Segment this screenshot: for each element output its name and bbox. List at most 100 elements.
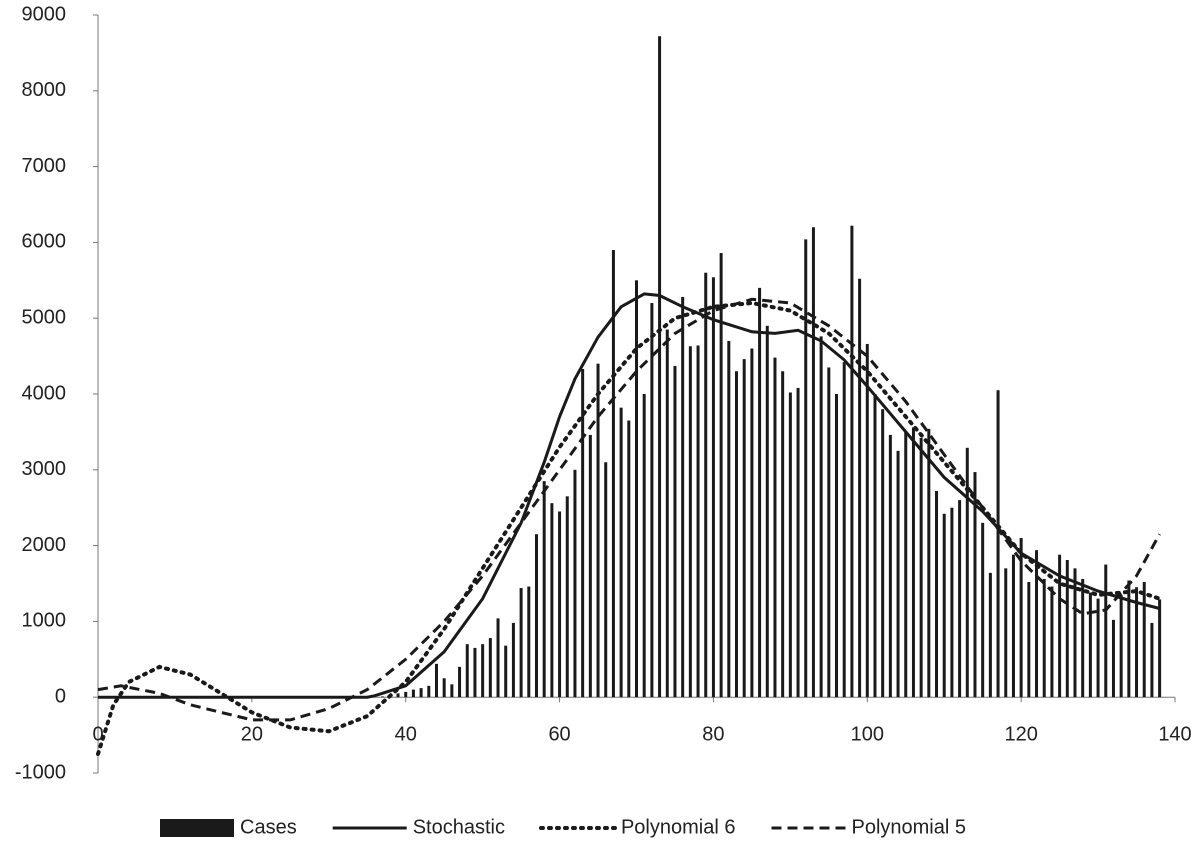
x-tick-label: 80 [702, 723, 724, 745]
bar [611, 249, 615, 698]
bar [727, 340, 731, 698]
bar [534, 534, 538, 698]
bar [596, 363, 600, 698]
bar [1035, 550, 1039, 698]
bar [1050, 586, 1054, 698]
y-tick-label: 4000 [22, 382, 67, 404]
bar [442, 678, 446, 698]
bar [519, 588, 523, 698]
bar [1096, 598, 1100, 698]
bar [681, 296, 685, 698]
bar [765, 325, 769, 698]
bar [896, 450, 900, 698]
bar [1073, 568, 1077, 698]
bar [588, 434, 592, 698]
bar [665, 329, 669, 698]
y-tick-label: 6000 [22, 231, 67, 253]
bar [642, 394, 646, 698]
y-tick-label: 1000 [22, 610, 67, 632]
x-tick-label: 60 [548, 723, 570, 745]
bar [481, 644, 485, 698]
bar [850, 225, 854, 698]
bar [635, 280, 638, 698]
bar [1088, 592, 1092, 698]
bar [735, 371, 739, 698]
bar [919, 437, 923, 698]
bar [842, 362, 846, 698]
bar [804, 239, 808, 698]
bar [1004, 568, 1008, 698]
bar [927, 428, 931, 698]
bar [750, 348, 754, 698]
bar [411, 689, 415, 698]
bar [888, 434, 892, 698]
bar [796, 387, 800, 698]
legend-swatch [160, 819, 234, 837]
bar [1127, 580, 1131, 698]
bar [627, 420, 631, 698]
bar [419, 688, 423, 698]
bar [450, 684, 454, 698]
bar [1042, 578, 1046, 698]
bar [1019, 538, 1023, 698]
bar [865, 343, 869, 698]
y-tick-label: -1000 [15, 761, 66, 783]
bar [696, 345, 700, 698]
bar [573, 469, 577, 698]
bar [619, 407, 623, 698]
x-tick-label: 120 [1004, 723, 1037, 745]
bar [427, 685, 431, 698]
bar [650, 303, 654, 698]
bar [581, 368, 585, 698]
bar [465, 644, 469, 698]
line-solid [98, 292, 1160, 699]
bar [781, 371, 785, 698]
bar [704, 272, 708, 698]
x-tick-label: 140 [1158, 723, 1191, 745]
bar [935, 491, 939, 698]
bar [673, 365, 677, 698]
bar [881, 409, 885, 698]
bar [488, 638, 492, 698]
bar [996, 390, 1000, 698]
y-tick-label: 5000 [22, 306, 67, 328]
bar [1119, 594, 1123, 698]
bar [1158, 599, 1162, 698]
x-tick-label: 0 [92, 723, 103, 745]
bar [434, 663, 438, 698]
bar [1150, 622, 1154, 698]
legend-label: Cases [240, 816, 297, 838]
bar [873, 394, 877, 698]
bar [1065, 560, 1069, 698]
bar [758, 287, 762, 698]
bar [565, 496, 569, 698]
bar [504, 645, 508, 698]
bar [958, 500, 962, 698]
y-tick-label: 9000 [22, 3, 67, 25]
bar [558, 511, 562, 698]
bar [473, 647, 477, 698]
bar [858, 278, 862, 698]
bar [973, 472, 977, 698]
legend-label: Polynomial 6 [621, 816, 736, 838]
bar [604, 462, 608, 698]
bar [1081, 578, 1085, 698]
bar [1104, 564, 1108, 698]
bar [688, 346, 692, 698]
y-tick-label: 0 [55, 685, 66, 707]
bar [1111, 619, 1115, 698]
bar [404, 691, 408, 698]
bar [1027, 581, 1031, 698]
bar [1011, 554, 1015, 698]
bar [819, 336, 823, 698]
y-tick-label: 3000 [22, 458, 67, 480]
bar [381, 696, 385, 698]
y-tick-label: 7000 [22, 155, 67, 177]
bar [1135, 587, 1139, 698]
bar [950, 507, 954, 698]
bar [550, 503, 554, 698]
bar [711, 277, 715, 698]
bar [658, 36, 662, 698]
bar [942, 513, 946, 698]
